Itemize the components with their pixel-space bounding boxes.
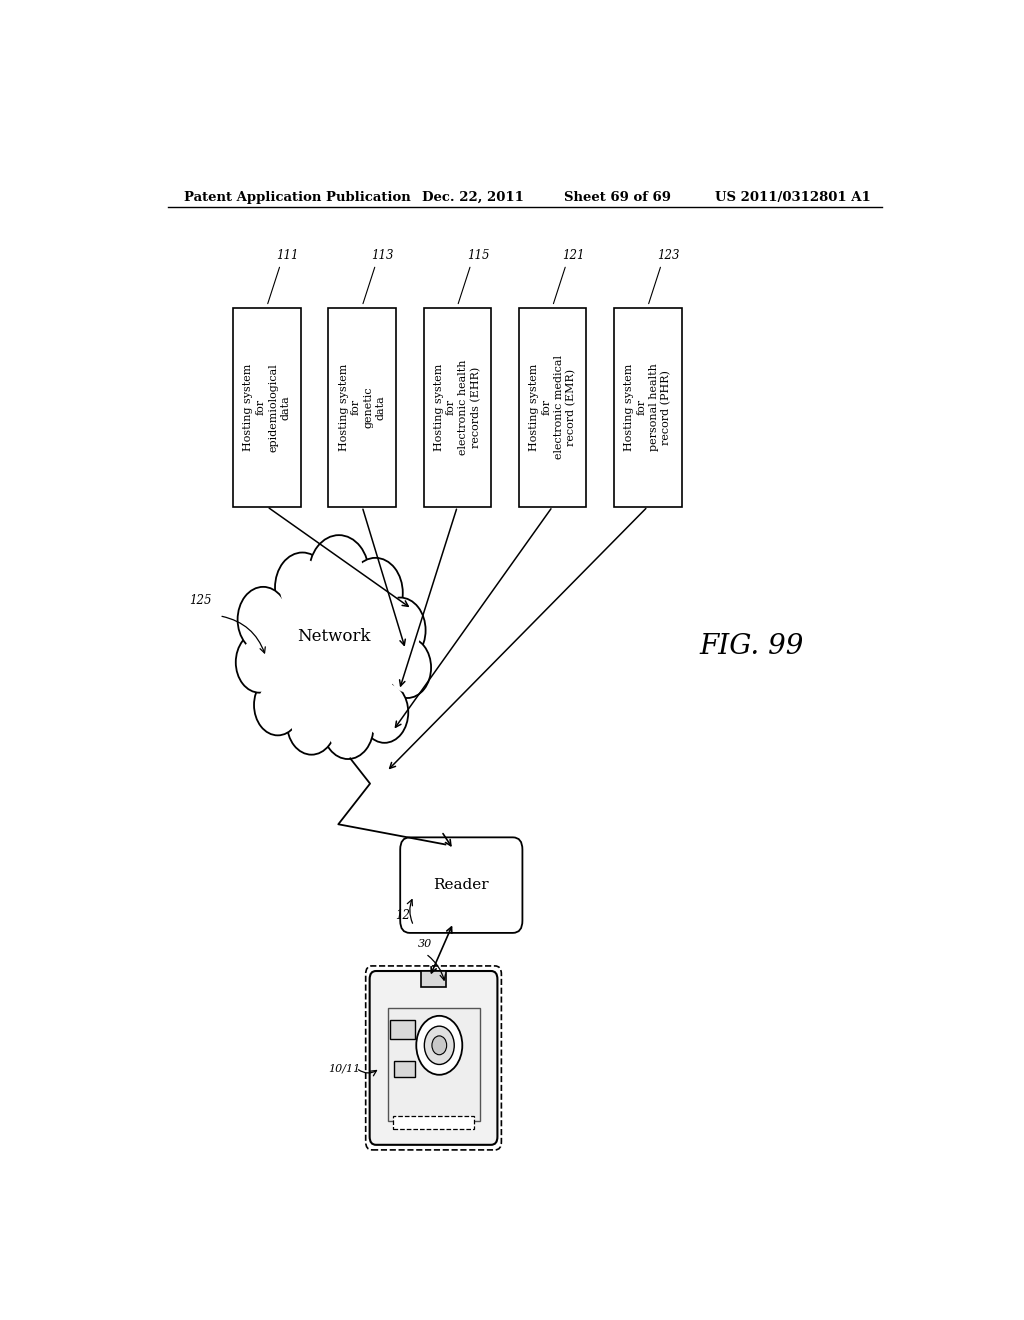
Circle shape [236,632,284,693]
Circle shape [243,593,284,647]
Text: Sheet 69 of 69: Sheet 69 of 69 [564,190,672,203]
Circle shape [424,1026,455,1064]
Circle shape [323,693,374,759]
Circle shape [348,558,402,628]
Circle shape [275,553,330,623]
Circle shape [254,675,301,735]
Text: US 2011/0312801 A1: US 2011/0312801 A1 [715,190,871,203]
Circle shape [309,535,369,612]
FancyBboxPatch shape [421,972,446,987]
Circle shape [236,632,284,693]
Text: 111: 111 [276,248,299,261]
Text: 115: 115 [467,248,489,261]
Circle shape [287,692,336,755]
FancyBboxPatch shape [614,309,682,507]
FancyBboxPatch shape [390,1020,415,1039]
Text: Network: Network [298,627,371,644]
Circle shape [238,587,289,652]
Text: Dec. 22, 2011: Dec. 22, 2011 [422,190,523,203]
FancyBboxPatch shape [400,837,522,933]
Circle shape [309,535,369,612]
Text: FIG. 99: FIG. 99 [699,632,804,660]
FancyBboxPatch shape [233,309,301,507]
Circle shape [238,587,289,652]
Circle shape [353,564,398,622]
FancyBboxPatch shape [393,1115,474,1129]
Text: 123: 123 [657,248,680,261]
Text: Hosting system
for
epidemiological
data: Hosting system for epidemiological data [244,363,291,451]
Circle shape [360,682,409,743]
Ellipse shape [266,574,402,718]
Circle shape [379,603,421,657]
Text: Hosting system
for
electronic health
records (EHR): Hosting system for electronic health rec… [433,359,481,455]
Circle shape [280,558,325,616]
Circle shape [366,688,404,738]
Text: 12: 12 [394,909,410,923]
FancyBboxPatch shape [387,1007,479,1121]
Text: Hosting system
for
genetic
data: Hosting system for genetic data [339,364,386,451]
Circle shape [384,638,431,698]
FancyBboxPatch shape [424,309,492,507]
Text: Patent Application Publication: Patent Application Publication [183,190,411,203]
Circle shape [388,643,427,693]
Circle shape [384,638,431,698]
Text: 113: 113 [372,248,394,261]
Circle shape [375,598,426,663]
Text: 30: 30 [418,939,432,949]
FancyBboxPatch shape [329,309,396,507]
Ellipse shape [266,574,402,718]
Circle shape [348,558,402,628]
Circle shape [254,675,301,735]
FancyBboxPatch shape [366,966,502,1150]
Circle shape [240,638,279,688]
Text: Reader: Reader [433,878,489,892]
Circle shape [258,680,297,730]
Circle shape [417,1016,462,1074]
Circle shape [291,697,332,748]
Circle shape [314,543,364,606]
Circle shape [375,598,426,663]
Text: Hosting system
for
personal health
record (PHR): Hosting system for personal health recor… [624,363,672,451]
FancyBboxPatch shape [519,309,587,507]
FancyBboxPatch shape [394,1061,415,1077]
Text: Hosting system
for
electronic medical
record (EMR): Hosting system for electronic medical re… [528,355,577,459]
Circle shape [360,682,409,743]
Circle shape [287,692,336,755]
Circle shape [323,693,374,759]
Text: 10/11: 10/11 [329,1063,360,1073]
Circle shape [275,553,330,623]
Circle shape [432,1036,446,1055]
Circle shape [327,700,369,754]
FancyBboxPatch shape [370,972,498,1144]
Text: 125: 125 [188,594,211,607]
Text: 121: 121 [562,248,585,261]
